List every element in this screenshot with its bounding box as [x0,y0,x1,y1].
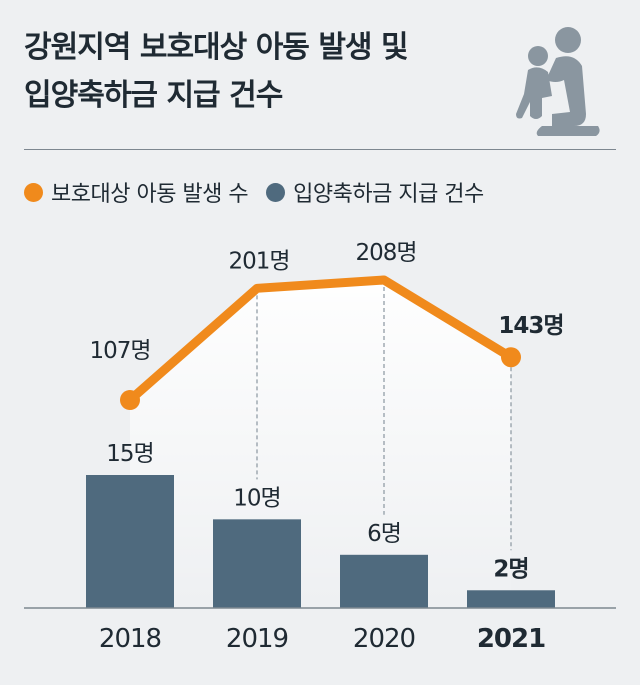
x-tick-2018: 2018 [99,624,161,654]
bar-2021 [467,590,555,608]
bar-label-2021: 2명 [493,556,528,582]
bar-label-2020: 6명 [367,521,401,547]
line-label-2020: 208명 [355,240,416,266]
legend-label-line: 보호대상 아동 발생 수 [51,182,249,207]
line-label-2019: 201명 [228,248,289,274]
bar-2018 [86,475,174,608]
line-point-2021 [501,347,521,368]
bar-label-2018: 15명 [106,441,153,467]
title-line-1: 강원지역 보호대상 아동 발생 및 [24,30,409,65]
chart-title: 강원지역 보호대상 아동 발생 및 입양축하금 지급 건수 [24,24,494,120]
legend-dot-blue [266,182,286,202]
x-tick-2021: 2021 [477,624,545,654]
title-line-2: 입양축하금 지급 건수 [24,78,283,113]
x-tick-2019: 2019 [226,624,288,654]
line-point-2018 [120,390,140,410]
bar-2020 [340,554,428,608]
legend-item-bar: 입양축하금 지급 건수 [266,176,484,208]
bar-label-2019: 10명 [233,485,280,511]
line-label-2021: 143명 [498,313,563,339]
legend-label-bar: 입양축하금 지급 건수 [293,182,484,207]
divider [24,149,616,150]
legend: 보호대상 아동 발생 수 입양축하금 지급 건수 [24,172,502,212]
x-tick-2020: 2020 [353,624,415,654]
parent-child-icon [516,27,600,136]
legend-item-line: 보호대상 아동 발생 수 [24,176,249,208]
line-area-fill [130,280,511,608]
bar-2019 [213,519,301,608]
legend-dot-orange [24,182,43,202]
line-label-2018: 107명 [89,338,150,364]
line-series [127,275,514,404]
